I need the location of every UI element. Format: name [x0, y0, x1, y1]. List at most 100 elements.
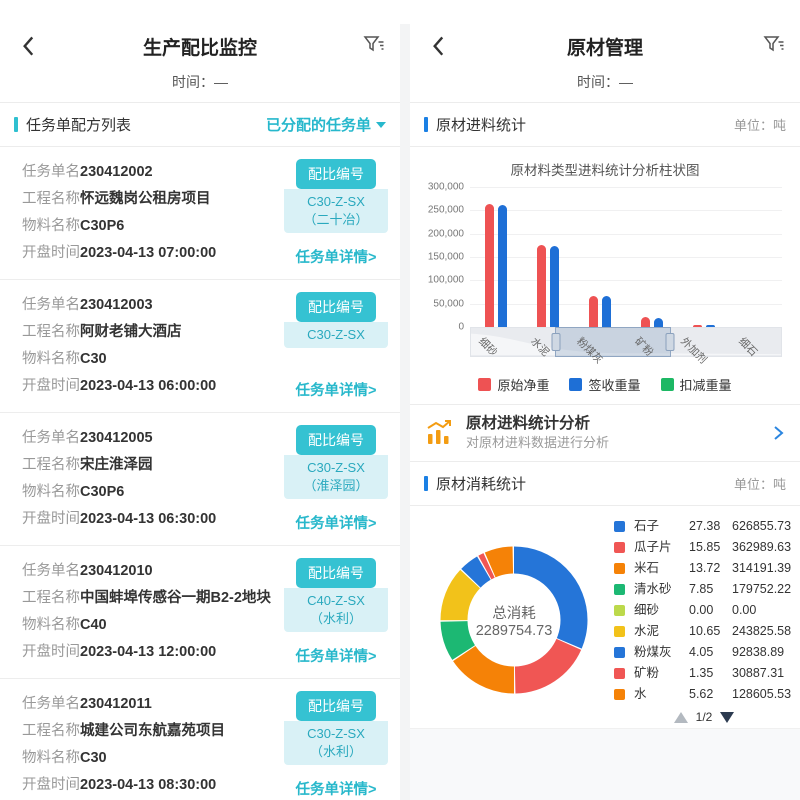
y-axis-tick: 50,000: [433, 298, 464, 310]
material-percent: 13.72: [689, 561, 721, 575]
material-name-value: C30: [80, 351, 107, 367]
time-filter-label[interactable]: 时间：—: [410, 68, 800, 103]
material-percent: 7.85: [689, 582, 714, 596]
x-axis-label-cell: 细石: [730, 330, 782, 363]
assigned-tasks-dropdown[interactable]: 已分配的任务单: [266, 114, 386, 135]
ratio-code-button[interactable]: 配比编号: [296, 425, 376, 455]
legend-swatch: [614, 647, 625, 658]
left-header: 生产配比监控: [0, 24, 400, 68]
material-name-label: 物料名称: [22, 218, 80, 234]
task-info: 任务单名 230412002 工程名称 怀远魏岗公租房项目 物料名称 C30P6 开盘时间 2…: [22, 159, 278, 267]
legend-swatch: [614, 668, 625, 679]
intake-analysis-link[interactable]: 原材进料统计分析 对原材进料数据进行分析: [410, 404, 800, 462]
task-detail-link[interactable]: 任务单详情>: [295, 250, 377, 266]
task-no-label: 任务单名: [22, 430, 80, 446]
material-name-value: C30P6: [80, 218, 125, 234]
task-detail-link[interactable]: 任务单详情>: [295, 782, 377, 798]
legend-label: 原始净重: [497, 378, 550, 393]
material-percent: 0.00: [689, 603, 714, 617]
legend-item-签收重量[interactable]: 签收重量: [569, 375, 641, 394]
donut-legend-row-粉煤灰[interactable]: 粉煤灰 4.05 92838.89: [614, 642, 794, 663]
donut-legend-row-瓜子片[interactable]: 瓜子片 15.85 362989.63: [614, 537, 794, 558]
analysis-title: 原材进料统计分析: [466, 415, 591, 432]
donut-legend: 石子 27.38 626855.73 瓜子片 15.85 362989.63 米石 13.72…: [614, 516, 794, 724]
task-row-project-name: 工程名称 城建公司东航嘉苑项目: [22, 718, 278, 745]
donut-slice-清水砂: [440, 546, 588, 694]
x-axis-label-cell: 外加剂: [678, 330, 730, 366]
material-value: 243825.58: [732, 624, 792, 638]
task-no-value: 230412002: [80, 164, 153, 180]
bar-group-细石: [730, 187, 782, 327]
donut-legend-row-矿粉[interactable]: 矿粉 1.35 30887.31: [614, 663, 794, 684]
material-name-value: C40: [80, 617, 107, 633]
task-no-label: 任务单名: [22, 563, 80, 579]
section-title: 任务单配方列表: [26, 117, 132, 134]
donut-legend-row-清水砂[interactable]: 清水砂 7.85 179752.22: [614, 579, 794, 600]
material-name: 清水砂: [634, 582, 672, 596]
bar-chart-plot: 300,000 250,000 200,000 150,000 100,000 50,00…: [428, 182, 782, 366]
material-value: 0.00: [732, 603, 757, 617]
open-time-value: 2023-04-13 06:00:00: [80, 378, 217, 394]
ratio-code-button[interactable]: 配比编号: [296, 292, 376, 322]
donut-legend-row-水泥[interactable]: 水泥 10.65 243825.58: [614, 621, 794, 642]
donut-legend-row-米石[interactable]: 米石 13.72 314191.39: [614, 558, 794, 579]
task-detail-link[interactable]: 任务单详情>: [295, 383, 377, 399]
datazoom-slider[interactable]: [470, 327, 782, 357]
material-name: 水: [634, 687, 647, 701]
datazoom-right-handle[interactable]: [665, 333, 675, 351]
open-time-label: 开盘时间: [22, 777, 80, 793]
donut-legend-row-石子[interactable]: 石子 27.38 626855.73: [614, 516, 794, 537]
legend-swatch: [614, 605, 625, 616]
y-axis-tick: 300,000: [427, 181, 464, 193]
page-down-icon[interactable]: [720, 711, 735, 723]
section-accent-bar: [14, 117, 18, 132]
task-detail-link[interactable]: 任务单详情>: [295, 516, 377, 532]
datazoom-left-handle[interactable]: [551, 333, 561, 351]
filter-icon[interactable]: [362, 33, 386, 57]
donut-legend-row-水[interactable]: 水 5.62 128605.53: [614, 684, 794, 705]
page-indicator: 1/2: [695, 710, 713, 724]
material-value: 626855.73: [732, 519, 792, 533]
legend-label: 签收重量: [588, 378, 641, 393]
bar-原始净重: [537, 245, 546, 327]
bar-签收重量: [654, 317, 663, 327]
ratio-code-button[interactable]: 配比编号: [296, 691, 376, 721]
task-detail-link[interactable]: 任务单详情>: [295, 649, 377, 665]
page-up-icon[interactable]: [673, 711, 688, 723]
material-name: 矿粉: [634, 666, 660, 680]
back-icon[interactable]: [426, 32, 452, 58]
material-percent: 27.38: [689, 519, 721, 533]
dropdown-label: 已分配的任务单: [265, 117, 371, 134]
legend-item-扣减重量[interactable]: 扣减重量: [660, 375, 732, 394]
back-icon[interactable]: [16, 32, 42, 58]
material-percent: 1.35: [689, 666, 714, 680]
task-row-project-name: 工程名称 中国蚌埠传感谷一期B2-2地块: [22, 585, 278, 612]
task-no-label: 任务单名: [22, 696, 80, 712]
filter-icon[interactable]: [762, 33, 786, 57]
ratio-note: （二十冶）: [303, 212, 369, 227]
time-filter-label[interactable]: 时间：—: [0, 68, 400, 103]
task-row-material-name: 物料名称 C30P6: [22, 213, 278, 240]
task-card-right: 配比编号 C40-Z-SX （水利） 任务单详情>: [284, 558, 388, 666]
unit-label: 单位：吨: [733, 477, 786, 492]
ratio-code-button[interactable]: 配比编号: [296, 558, 376, 588]
project-name-label: 工程名称: [22, 457, 80, 473]
chevron-down-icon: [376, 121, 386, 128]
ratio-note: （淮泽园）: [303, 478, 369, 493]
task-row-project-name: 工程名称 宋庄淮泽园: [22, 452, 278, 479]
ratio-code: C30-Z-SX: [307, 327, 365, 342]
donut-legend-rows: 石子 27.38 626855.73 瓜子片 15.85 362989.63 米石 13.72…: [614, 516, 794, 705]
material-name: 水泥: [634, 624, 660, 638]
legend-swatch: [614, 584, 625, 595]
open-time-value: 2023-04-13 06:30:00: [80, 511, 217, 527]
legend-item-原始净重[interactable]: 原始净重: [478, 375, 549, 394]
ratio-note: （水利）: [309, 744, 362, 759]
task-row-material-name: 物料名称 C30P6: [22, 479, 278, 506]
legend-pagination: 1/2: [614, 710, 794, 724]
datazoom-selected-range[interactable]: [551, 327, 675, 357]
donut-legend-row-细砂[interactable]: 细砂 0.00 0.00: [614, 600, 794, 621]
task-row-material-name: 物料名称 C30: [22, 346, 278, 373]
ratio-code-button[interactable]: 配比编号: [296, 159, 376, 189]
chevron-right-icon[interactable]: [770, 425, 786, 441]
material-value: 314191.39: [732, 561, 792, 575]
